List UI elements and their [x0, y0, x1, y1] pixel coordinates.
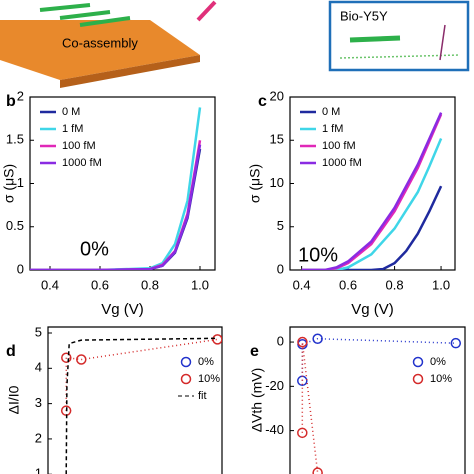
data-point	[297, 336, 308, 348]
legend-label: 0%	[430, 356, 446, 368]
legend-label: 1000 fM	[62, 157, 102, 169]
data-point	[61, 352, 72, 363]
y-tick-label: 3	[35, 395, 42, 410]
series-line	[30, 144, 202, 270]
y-tick-label: 20	[270, 88, 284, 103]
molecule	[196, 0, 217, 22]
data-point	[76, 354, 87, 365]
series-line	[301, 138, 443, 270]
y-tick-label: 4	[35, 360, 42, 375]
y-tick-label: 1	[17, 175, 24, 190]
panel-label: c	[258, 93, 267, 110]
legend-swatch	[412, 373, 424, 385]
y-tick-label: 2	[17, 88, 24, 103]
legend-label: 10%	[198, 373, 220, 385]
y-tick-label: -20	[265, 378, 284, 393]
x-tick-label: 0.6	[91, 277, 109, 292]
data-point	[297, 427, 308, 439]
y-tick-label: 1.5	[6, 132, 24, 147]
inset-label: Bio-Y5Y	[340, 8, 388, 23]
x-tick-label: 0.4	[293, 277, 311, 292]
x-axis-label: Vg (V)	[351, 301, 394, 318]
substrate-edge	[60, 55, 200, 88]
axes-frame	[47, 326, 223, 474]
axes-frame	[289, 326, 466, 474]
inset-fiber	[349, 35, 401, 43]
panel-label: d	[6, 343, 16, 360]
x-tick-label: 0.6	[339, 277, 357, 292]
legend-label: 1000 fM	[322, 157, 362, 169]
legend-label: 0 M	[62, 106, 80, 118]
x-tick-label: 0.4	[41, 277, 59, 292]
plot-area	[301, 112, 443, 270]
series-line	[301, 112, 443, 270]
annotation: 0%	[80, 238, 109, 260]
series-line	[301, 342, 319, 473]
legend-label: fit	[198, 390, 207, 402]
y-tick-label: 0	[17, 261, 24, 276]
y-tick-label: 0	[277, 261, 284, 276]
legend-label: 100 fM	[62, 140, 96, 152]
y-tick-label: 15	[270, 132, 284, 147]
substrate	[0, 20, 200, 80]
legend-label: 0 M	[322, 106, 340, 118]
panel-label: e	[250, 343, 259, 360]
legend-swatch	[180, 356, 192, 368]
y-tick-label: 0	[277, 333, 284, 348]
illustration-label: Co-assembly	[62, 35, 138, 50]
legend-label: 1 fM	[322, 123, 343, 135]
x-axis-label: Vg (V)	[101, 301, 144, 318]
x-tick-label: 1.0	[432, 277, 450, 292]
legend-swatch	[180, 373, 192, 385]
legend-label: 0%	[198, 356, 214, 368]
data-point	[212, 334, 222, 345]
legend-label: 10%	[430, 373, 452, 385]
data-point	[312, 467, 323, 474]
annotation: 10%	[298, 244, 338, 266]
y-axis-label: σ (μS)	[247, 164, 263, 203]
y-tick-label: 5	[35, 324, 42, 339]
series-line	[301, 337, 456, 381]
y-tick-label: -40	[265, 422, 284, 437]
fibers	[39, 3, 131, 27]
plot-area	[30, 107, 202, 270]
legend-label: 1 fM	[62, 123, 83, 135]
data-point	[312, 333, 323, 344]
plot-area	[297, 333, 462, 474]
y-tick-label: 1	[35, 466, 42, 474]
legend-swatch	[412, 356, 424, 368]
inset-chain	[439, 24, 446, 61]
series-line	[65, 338, 218, 411]
y-axis-label: ΔI/I0	[6, 385, 22, 414]
y-tick-label: 0.5	[6, 218, 24, 233]
series-line	[65, 337, 218, 474]
legend-label: 100 fM	[322, 140, 356, 152]
y-tick-label: 5	[277, 218, 284, 233]
y-tick-label: 10	[270, 175, 284, 190]
y-axis-label: σ (μS)	[1, 164, 17, 203]
plot-area	[60, 334, 222, 474]
axes-frame	[29, 96, 216, 271]
series-line	[30, 107, 202, 270]
series-line	[301, 185, 443, 270]
x-tick-label: 0.8	[141, 277, 159, 292]
panel-label: b	[6, 93, 16, 110]
x-tick-label: 0.8	[386, 277, 404, 292]
data-point	[450, 337, 462, 349]
y-axis-label: ΔVth (mV)	[249, 368, 265, 433]
y-tick-label: 2	[35, 430, 42, 445]
x-tick-label: 1.0	[191, 277, 209, 292]
